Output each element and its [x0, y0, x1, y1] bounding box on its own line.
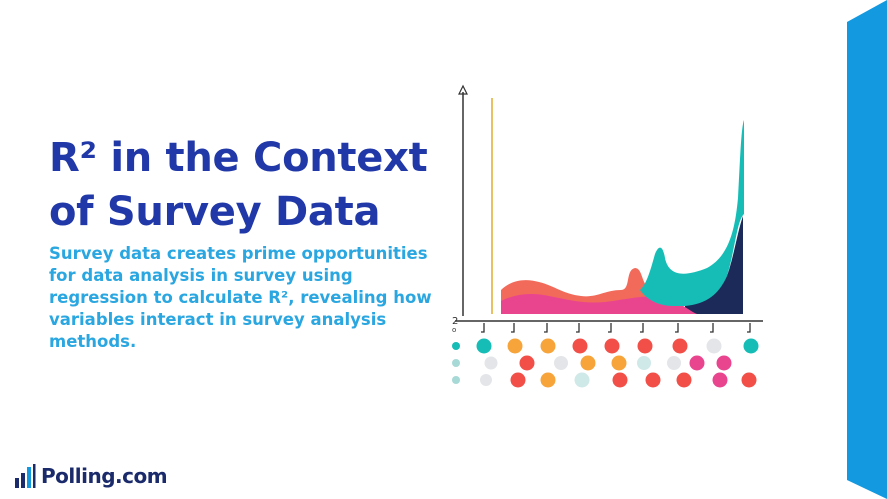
axis-glyph-low: o — [452, 326, 456, 334]
dot-row-1 — [452, 338, 759, 354]
brand-logo-text: Polling.com — [41, 464, 168, 488]
axis-glyph: 2 — [452, 316, 458, 327]
slide-body-text: Survey data creates prime opportunities … — [49, 244, 432, 351]
teal-area — [640, 120, 744, 306]
slide-title: R² in the Context of Survey Data — [49, 135, 428, 235]
chart-illustration: 2 o — [452, 84, 763, 388]
bar-chart-icon — [15, 464, 36, 488]
x-axis-ticks — [481, 323, 751, 333]
navy-area — [685, 216, 743, 314]
y-axis-arrow — [458, 84, 468, 95]
brand-logo[interactable]: Polling.com — [14, 462, 168, 490]
pink-area — [501, 293, 697, 314]
dot-row-2 — [452, 355, 732, 371]
dot-row-3 — [452, 372, 757, 388]
side-accent-bar — [847, 0, 887, 499]
